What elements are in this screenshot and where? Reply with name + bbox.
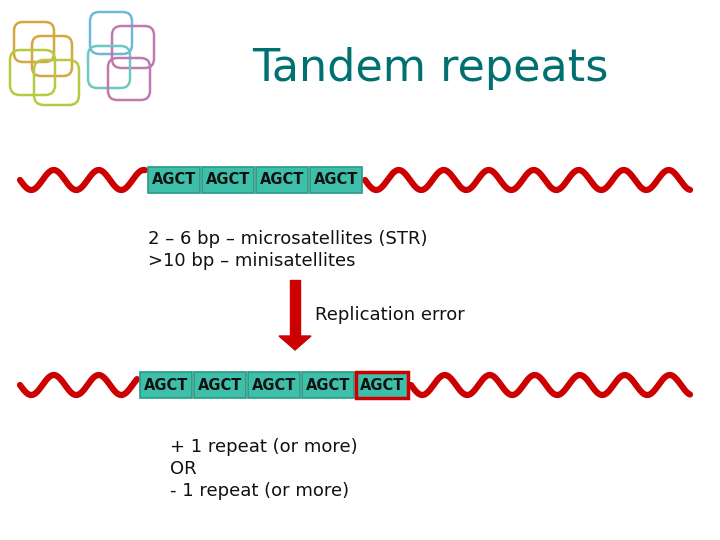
FancyBboxPatch shape bbox=[140, 372, 192, 398]
Text: AGCT: AGCT bbox=[360, 377, 404, 393]
FancyBboxPatch shape bbox=[148, 167, 200, 193]
Polygon shape bbox=[279, 336, 311, 350]
Text: AGCT: AGCT bbox=[306, 377, 350, 393]
Text: AGCT: AGCT bbox=[314, 172, 358, 187]
Text: >10 bp – minisatellites: >10 bp – minisatellites bbox=[148, 252, 356, 270]
Text: + 1 repeat (or more): + 1 repeat (or more) bbox=[170, 438, 358, 456]
FancyBboxPatch shape bbox=[310, 167, 362, 193]
FancyBboxPatch shape bbox=[256, 167, 308, 193]
FancyBboxPatch shape bbox=[356, 372, 408, 398]
Text: Tandem repeats: Tandem repeats bbox=[252, 46, 608, 90]
Text: Replication error: Replication error bbox=[315, 306, 464, 324]
Text: OR: OR bbox=[170, 460, 197, 478]
Text: AGCT: AGCT bbox=[252, 377, 296, 393]
Text: AGCT: AGCT bbox=[152, 172, 196, 187]
FancyBboxPatch shape bbox=[194, 372, 246, 398]
FancyBboxPatch shape bbox=[302, 372, 354, 398]
Text: - 1 repeat (or more): - 1 repeat (or more) bbox=[170, 482, 349, 500]
Text: AGCT: AGCT bbox=[260, 172, 304, 187]
Text: AGCT: AGCT bbox=[198, 377, 242, 393]
FancyBboxPatch shape bbox=[248, 372, 300, 398]
FancyBboxPatch shape bbox=[202, 167, 254, 193]
FancyBboxPatch shape bbox=[356, 372, 408, 398]
Text: AGCT: AGCT bbox=[206, 172, 250, 187]
Text: AGCT: AGCT bbox=[144, 377, 188, 393]
Text: 2 – 6 bp – microsatellites (STR): 2 – 6 bp – microsatellites (STR) bbox=[148, 230, 428, 248]
